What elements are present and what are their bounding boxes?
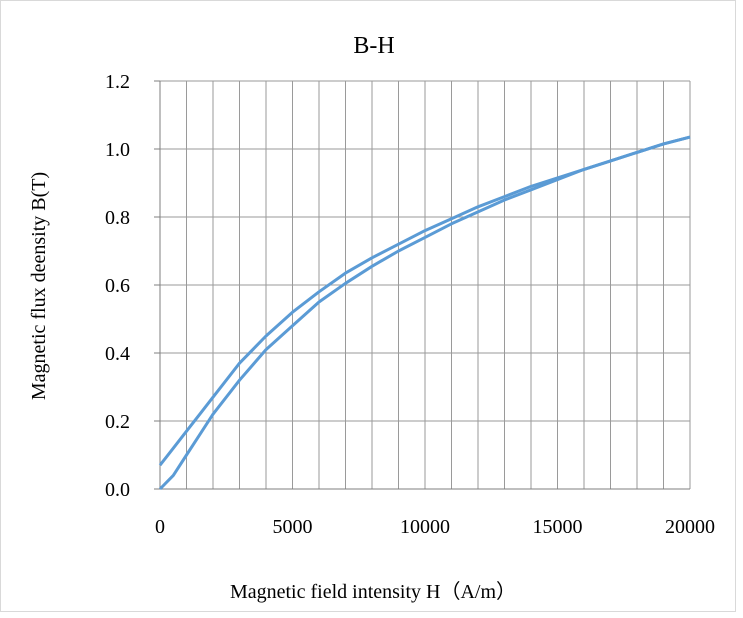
y-tick-label: 0.8 [105, 207, 130, 229]
y-tick-label: 0.0 [105, 479, 130, 501]
tick-labels: 0 5000 10000 15000 20000 0.0 0.2 0.4 0.6 0.8 1.0 1.… [105, 71, 715, 538]
series-line-2 [158, 135, 691, 491]
y-tick-label: 1.2 [105, 71, 130, 93]
series-lines [158, 135, 691, 491]
x-tick-label: 15000 [533, 516, 583, 538]
x-axis-title: Magnetic field intensity H（A/m） [230, 580, 516, 603]
x-tick-label: 10000 [400, 516, 450, 538]
x-tick-label: 5000 [273, 516, 313, 538]
y-tick-label: 0.6 [105, 275, 130, 297]
y-tick-label: 0.2 [105, 411, 130, 433]
chart-title: B-H [353, 33, 394, 59]
x-tick-label: 0 [155, 516, 165, 538]
x-tick-label: 20000 [665, 516, 715, 538]
y-tick-label: 0.4 [105, 343, 130, 365]
y-tick-label: 1.0 [105, 139, 130, 161]
y-axis-title: Magnetic flux deensity B(T) [28, 172, 50, 400]
axes [154, 80, 690, 490]
grid-lines [160, 80, 691, 489]
